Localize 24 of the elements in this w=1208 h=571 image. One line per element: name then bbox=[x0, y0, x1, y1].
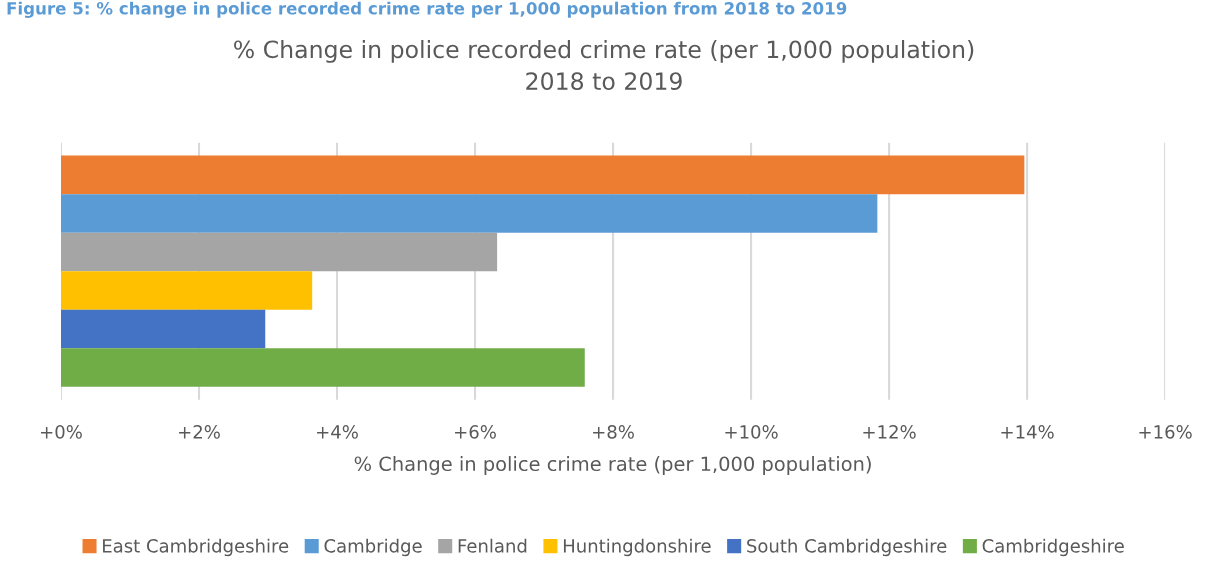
x-tick-label: +4% bbox=[317, 425, 358, 439]
caption: Figure 5: % change in police recorded crime rate per 1,000 population from 2018 to 2019 bbox=[7, 1, 847, 18]
x-tick-label: +12% bbox=[863, 425, 916, 439]
x-tick-label: +8% bbox=[593, 425, 634, 439]
bar bbox=[61, 271, 313, 310]
bar bbox=[61, 232, 498, 272]
bar bbox=[61, 348, 585, 387]
legend-label: East Cambridgeshire bbox=[103, 538, 289, 557]
x-tick-label: +0% bbox=[41, 425, 82, 439]
bar bbox=[61, 309, 266, 349]
legend-label: Huntingdonshire bbox=[563, 538, 711, 557]
chart-title: % Change in police recorded crime rate (per 1,000 population) 2018 to 2019 bbox=[234, 39, 974, 91]
legend-label: Cambridge bbox=[324, 538, 422, 557]
legend-label: Cambridgeshire bbox=[982, 538, 1124, 557]
bar bbox=[61, 155, 1025, 195]
x-tick-label: +14% bbox=[1001, 425, 1054, 439]
legend-label: South Cambridgeshire bbox=[747, 538, 947, 557]
bar bbox=[61, 194, 878, 233]
legend-label: Fenland bbox=[458, 538, 527, 553]
x-tick-label: +2% bbox=[179, 425, 220, 439]
x-tick-label: +6% bbox=[455, 425, 496, 439]
x-tick-label: +16% bbox=[1139, 425, 1192, 439]
x-axis-title: % Change in police crime rate (per 1,000 population) bbox=[354, 456, 871, 475]
x-tick-label: +10% bbox=[725, 425, 778, 439]
